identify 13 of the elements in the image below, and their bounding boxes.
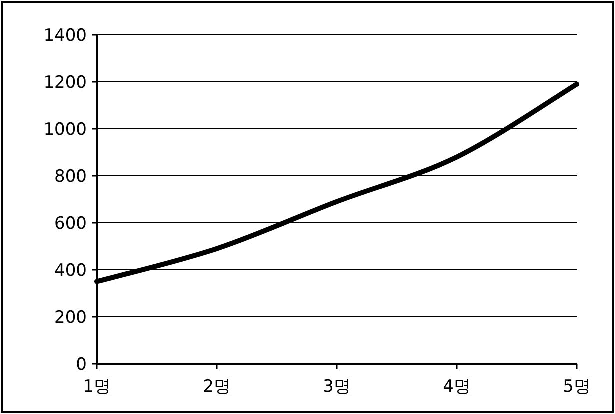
y-tick-label: 1400: [44, 26, 87, 46]
x-tick-label: 3명: [323, 377, 351, 397]
x-tick-label: 5명: [563, 377, 591, 397]
y-tick-label: 400: [54, 261, 87, 281]
y-tick-label: 600: [54, 214, 87, 234]
y-tick-label: 0: [76, 355, 87, 375]
y-tick-label: 200: [54, 308, 87, 328]
x-tick-label: 4명: [443, 377, 471, 397]
x-tick-label: 1명: [83, 377, 111, 397]
y-tick-label: 1200: [44, 73, 87, 93]
x-tick-label: 2명: [203, 377, 231, 397]
y-tick-label: 1000: [44, 120, 87, 140]
y-tick-label: 800: [54, 167, 87, 187]
